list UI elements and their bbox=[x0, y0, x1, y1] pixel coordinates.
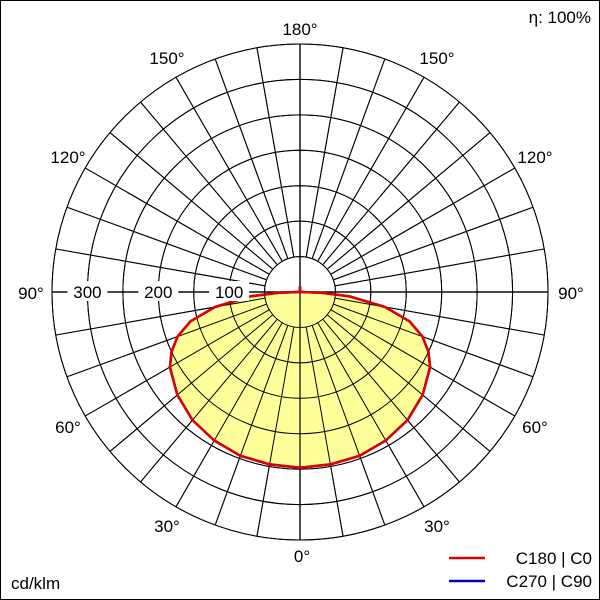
grid-spoke bbox=[311, 325, 386, 526]
angle-label-180: 180° bbox=[282, 20, 317, 39]
grid-spoke bbox=[140, 101, 278, 266]
grid-spoke bbox=[333, 303, 534, 378]
grid-spoke bbox=[256, 47, 295, 258]
grid-spoke bbox=[55, 248, 266, 287]
grid-spoke bbox=[109, 132, 274, 270]
angle-label-60-right: 60° bbox=[522, 418, 548, 437]
angle-label-30-left: 30° bbox=[154, 517, 180, 536]
angle-label-150-right: 150° bbox=[419, 49, 454, 68]
unit-label: cd/klm bbox=[11, 574, 60, 593]
grid-spoke bbox=[326, 132, 491, 270]
grid-spoke bbox=[140, 318, 278, 483]
grid-spoke bbox=[334, 297, 545, 336]
grid-spoke bbox=[317, 322, 425, 508]
angle-label-120-right: 120° bbox=[517, 148, 552, 167]
grid-spoke bbox=[334, 248, 545, 287]
grid-spoke bbox=[175, 322, 283, 508]
grid-spoke bbox=[84, 309, 270, 417]
grid-spoke bbox=[330, 309, 516, 417]
angle-label-0: 0° bbox=[294, 547, 310, 566]
grid-spoke bbox=[317, 76, 425, 262]
series-c180-c0 bbox=[168, 286, 432, 469]
grid-spoke bbox=[66, 303, 267, 378]
radial-tick-label-300: 300 bbox=[73, 283, 101, 302]
radial-tick-bg bbox=[138, 281, 179, 301]
grid-spoke bbox=[214, 325, 289, 526]
grid-spoke bbox=[214, 58, 289, 259]
radial-tick-bg bbox=[67, 281, 108, 301]
grid-spoke bbox=[322, 318, 460, 483]
radial-tick-labels: 100 200 300 bbox=[67, 281, 250, 302]
angle-label-120-left: 120° bbox=[50, 148, 85, 167]
grid-spoke bbox=[66, 206, 267, 281]
radial-tick-label-100: 100 bbox=[215, 283, 243, 302]
grid-spoke bbox=[330, 167, 516, 275]
legend-label-c90: C270 | C90 bbox=[506, 572, 592, 591]
angle-label-90-right: 90° bbox=[558, 284, 584, 303]
angle-label-90-left: 90° bbox=[18, 284, 44, 303]
grid-spoke bbox=[311, 58, 386, 259]
angle-label-150-left: 150° bbox=[149, 49, 184, 68]
angle-label-60-left: 60° bbox=[55, 418, 81, 437]
efficiency-label: η: 100% bbox=[529, 8, 591, 27]
grid-spoke bbox=[55, 297, 266, 336]
chart-labels: η: 100% cd/klm 180° 0° 150° 150° 120° 12… bbox=[11, 8, 591, 593]
intensity-curves bbox=[51, 43, 549, 541]
grid-spoke bbox=[84, 167, 270, 275]
grid-spoke bbox=[175, 76, 283, 262]
angle-label-30-right: 30° bbox=[424, 517, 450, 536]
grid-spoke bbox=[326, 314, 491, 452]
grid-spoke bbox=[305, 326, 344, 537]
grid-spoke bbox=[322, 101, 460, 266]
grid-spoke bbox=[109, 314, 274, 452]
radial-tick-label-200: 200 bbox=[144, 283, 172, 302]
grid-spoke bbox=[256, 326, 295, 537]
legend-label-c0: C180 | C0 bbox=[516, 549, 592, 568]
legend: C180 | C0 C270 | C90 bbox=[449, 549, 592, 591]
grid-spoke bbox=[333, 206, 534, 281]
radial-tick-bg bbox=[209, 281, 250, 301]
grid-spoke bbox=[305, 47, 344, 258]
